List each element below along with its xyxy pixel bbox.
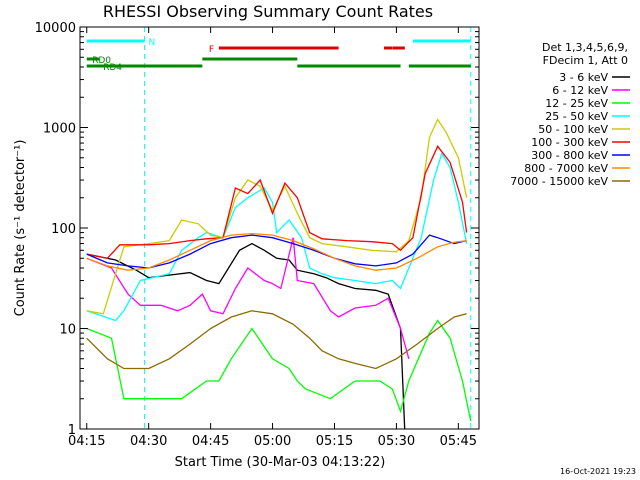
series-line: [86, 145, 468, 260]
series-line: [86, 310, 467, 370]
footer-stamp: 16-Oct-2021 19:23: [560, 467, 636, 476]
legend-label: 3 - 6 keV: [559, 71, 608, 84]
legend-label: 12 - 25 keV: [545, 97, 608, 110]
x-tick-label: 05:45: [440, 434, 477, 449]
series-line: [86, 237, 410, 359]
legend-label: 6 - 12 keV: [552, 84, 608, 97]
x-axis-label: Start Time (30-Mar-03 04:13:22): [175, 455, 386, 470]
series-line: [86, 152, 468, 322]
legend-label: 800 - 7000 keV: [524, 162, 608, 175]
series-line: [86, 319, 472, 422]
axes: 04:15 04:30 04:45 05:00 05:15 05:30 05:45 1 10 10…: [35, 21, 479, 449]
series-line: [86, 232, 467, 271]
x-tick-label: 04:30: [130, 434, 167, 449]
y-tick-label: 1: [68, 423, 76, 438]
x-tick-label: 05:30: [378, 434, 415, 449]
flag-label: N: [149, 38, 156, 48]
flag-label: F: [209, 45, 214, 55]
x-tick-label: 05:00: [254, 434, 291, 449]
flag-label: RD4: [103, 63, 122, 73]
y-tick-label: 1000: [43, 122, 76, 137]
flag-label: RD0: [92, 56, 111, 66]
legend: Det 1,3,4,5,6,9,FDecim 1, Att 0 3 - 6 keV…: [510, 41, 630, 188]
chart-title: RHESSI Observing Summary Count Rates: [103, 2, 433, 21]
y-tick-label: 100: [51, 222, 76, 237]
legend-header: Det 1,3,4,5,6,9,: [542, 41, 628, 54]
legend-header: FDecim 1, Att 0: [543, 54, 628, 67]
x-tick-label: 04:15: [68, 434, 105, 449]
series-lines: [86, 118, 472, 430]
legend-label: 300 - 800 keV: [531, 149, 608, 162]
y-tick-label: 10000: [35, 21, 76, 36]
series-line: [86, 118, 468, 315]
legend-label: 7000 - 15000 keV: [510, 175, 608, 188]
legend-label: 25 - 50 keV: [545, 110, 608, 123]
x-tick-label: 05:15: [316, 434, 353, 449]
x-tick-label: 04:45: [192, 434, 229, 449]
legend-label: 100 - 300 keV: [531, 136, 608, 149]
y-tick-label: 10: [59, 323, 76, 338]
legend-label: 50 - 100 keV: [538, 123, 608, 136]
y-axis-label: Count Rate (s⁻¹ detector⁻¹): [13, 140, 28, 317]
series-line: [86, 234, 467, 269]
